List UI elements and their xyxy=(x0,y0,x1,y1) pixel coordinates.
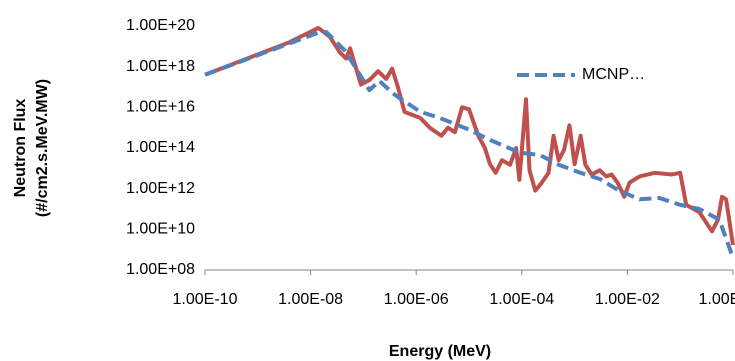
line-series xyxy=(204,30,735,259)
x-tick-label: 1.00E+00 xyxy=(699,291,735,308)
line-series xyxy=(204,25,735,246)
x-tick-label: 1.00E-02 xyxy=(595,291,660,308)
y-tick-label: 1.00E+18 xyxy=(126,58,195,75)
x-tick-label: 1.00E-04 xyxy=(489,291,554,308)
x-axis-title: Energy (MeV) xyxy=(389,343,491,360)
y-axis-title: (#/cm2.s.MeV.MW) xyxy=(34,79,51,217)
x-tick-label: 1.00E-06 xyxy=(384,291,449,308)
y-tick-label: 1.00E+20 xyxy=(126,17,195,34)
y-tick-label: 1.00E+10 xyxy=(126,221,195,238)
y-tick-label: 1.00E+12 xyxy=(126,180,195,197)
y-tick-label: 1.00E+14 xyxy=(126,139,195,156)
y-tick-label: 1.00E+08 xyxy=(126,261,195,278)
x-tick-label: 1.00E-10 xyxy=(173,291,238,308)
y-tick-label: 1.00E+16 xyxy=(126,99,195,116)
y-axis-title: Neutron Flux xyxy=(12,99,29,198)
legend-label: MCNP… xyxy=(582,66,645,83)
x-tick-label: 1.00E-08 xyxy=(278,291,343,308)
